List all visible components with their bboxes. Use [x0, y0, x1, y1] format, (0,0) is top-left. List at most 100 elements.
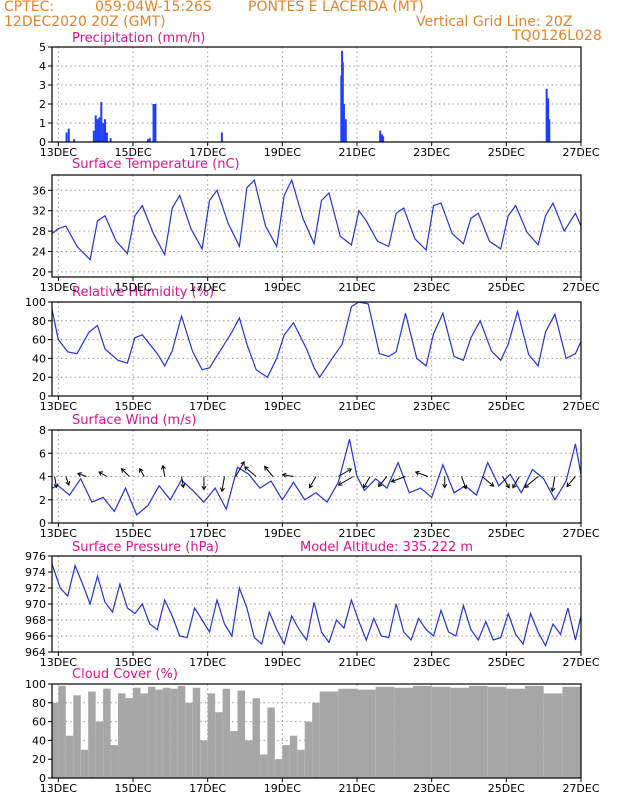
cloud-bar-38	[304, 721, 313, 778]
cloud-bar-5	[58, 685, 66, 778]
cloud-bar-14	[125, 698, 134, 778]
header-run-time: 12DEC2020 20Z (GMT)	[4, 14, 166, 30]
wind-arrow-29	[566, 476, 576, 487]
wind-arrow-14	[282, 474, 294, 477]
rh-xtick-label-6: 25DEC	[488, 400, 525, 413]
temp-ytick-label-4: 36	[32, 184, 46, 197]
cloud-bar-16	[140, 693, 148, 778]
wind-arrow-20	[391, 476, 406, 483]
precip-bar-4	[67, 128, 70, 142]
pres-title: Surface Pressure (hPa)	[72, 540, 219, 555]
cloud-bar-19	[162, 687, 171, 778]
cloud-bar-32	[259, 754, 268, 778]
cloud-bar-21	[177, 685, 186, 778]
cloud-bar-28	[230, 731, 238, 778]
wind-arrowhead-12	[243, 466, 249, 471]
wind-arrowhead-25	[505, 483, 510, 489]
wind-arrow-23	[461, 476, 467, 489]
wind-ytick-label-0: 0	[39, 517, 46, 530]
wind-arrow-11	[235, 461, 245, 477]
wind-arrowhead-9	[201, 485, 207, 491]
cloud-xtick-label-7: 27DEC	[562, 782, 599, 795]
wind-arrow-24	[481, 476, 494, 487]
cloud-ytick-label-2: 40	[32, 734, 46, 747]
cloud-bar-9	[88, 691, 96, 778]
wind-ytick-label-4: 8	[39, 424, 46, 437]
temp-ytick-label-2: 28	[32, 225, 46, 238]
pres-xtick-label-1: 15DEC	[114, 656, 151, 669]
pres-frame	[51, 555, 582, 653]
cloud-ytick-label-1: 20	[32, 753, 46, 766]
wind-xtick-label-0: 13DEC	[40, 527, 77, 540]
cloud-bar-23	[192, 687, 201, 778]
wind-arrowhead-6	[139, 467, 144, 473]
temp-panel: 20 24 28 32 36 13DEC 15DEC 17DEC 19DEC 21DEC 23DEC…	[32, 174, 600, 294]
cloud-bar-30	[245, 740, 253, 778]
pres-xtick-label-7: 27DEC	[562, 656, 599, 669]
cloud-bar-17	[147, 686, 156, 778]
precip-ytick-label-1: 1	[39, 117, 46, 130]
wind-arrow-25	[502, 476, 510, 489]
header-coords: 059:04W-15:26S	[95, 0, 212, 15]
wind-arrowhead-8	[180, 483, 186, 489]
wind-arrowhead-16	[347, 468, 353, 473]
cloud-bar-27	[222, 688, 231, 778]
precip-bar-27	[382, 136, 385, 142]
precip-bar-25	[379, 130, 382, 142]
wind-series	[52, 439, 581, 516]
wind-arrow-18	[363, 476, 371, 489]
rh-ytick-label-5: 100	[25, 296, 46, 309]
cloud-bar-37	[297, 749, 305, 778]
wind-arrowhead-14	[281, 472, 287, 478]
wind-xtick-label-4: 21DEC	[338, 527, 375, 540]
wind-xtick-label-2: 17DEC	[189, 527, 226, 540]
cloud-bar-26	[215, 712, 223, 778]
rh-ytick-label-1: 20	[32, 371, 46, 384]
temp-xtick-label-7: 27DEC	[562, 281, 599, 294]
precip-bar-14	[109, 138, 112, 142]
precip-xtick-label-4: 21DEC	[338, 146, 375, 159]
cloud-xtick-label-4: 21DEC	[338, 782, 375, 795]
cloud-panel: 0 20 40 60 80 100 13DEC 15DEC 17DEC 19DEC 21DEC 23D…	[25, 678, 600, 795]
cloud-bar-48	[469, 685, 488, 778]
wind-arrowhead-13	[264, 465, 269, 471]
wind-xtick-label-3: 19DEC	[264, 527, 301, 540]
wind-arrow-13	[264, 466, 274, 477]
wind-arrowhead-18	[363, 483, 368, 489]
cloud-bar-47	[450, 687, 470, 778]
pres-ytick-label-4: 972	[25, 582, 46, 595]
pres-line	[52, 562, 581, 648]
precip-ytick-label-5: 5	[39, 41, 46, 54]
pres-ytick-label-0: 964	[25, 646, 46, 659]
wind-frame	[51, 429, 582, 524]
wind-arrowhead-11	[240, 460, 245, 466]
cloud-bar-20	[170, 688, 178, 778]
rh-xtick-label-1: 15DEC	[114, 400, 151, 413]
header-source: CPTEC:	[4, 0, 54, 15]
cloud-bar-10	[95, 721, 104, 778]
wind-arrow-10	[221, 476, 225, 492]
cloud-bar-11	[103, 688, 111, 778]
cloud-bar-8	[80, 749, 89, 778]
wind-arrowhead-23	[462, 484, 468, 490]
wind-ytick-label-1: 2	[39, 494, 46, 507]
precip-bar-15	[146, 139, 149, 142]
wind-arrow-3	[77, 472, 87, 477]
temp-xtick-label-3: 19DEC	[264, 281, 301, 294]
cloud-series	[52, 685, 581, 778]
rh-title: Relative Humidity (%)	[72, 285, 214, 300]
wind-arrowhead-22	[442, 483, 448, 489]
header-model-id: TQ0126L028	[511, 28, 602, 44]
rh-ytick-label-4: 80	[32, 315, 46, 328]
precip-bar-8	[96, 119, 99, 142]
cloud-bar-31	[252, 698, 260, 778]
wind-ytick-label-3: 6	[39, 447, 46, 460]
wind-ytick-label-2: 4	[39, 471, 46, 484]
precip-bar-29	[547, 98, 550, 142]
precip-bar-10	[100, 102, 103, 142]
cloud-ytick-label-5: 100	[25, 678, 46, 691]
wind-arrowhead-7	[160, 464, 166, 470]
rh-xtick-label-0: 13DEC	[40, 400, 77, 413]
cloud-title: Cloud Cover (%)	[72, 667, 178, 682]
precip-xtick-label-1: 15DEC	[114, 146, 151, 159]
